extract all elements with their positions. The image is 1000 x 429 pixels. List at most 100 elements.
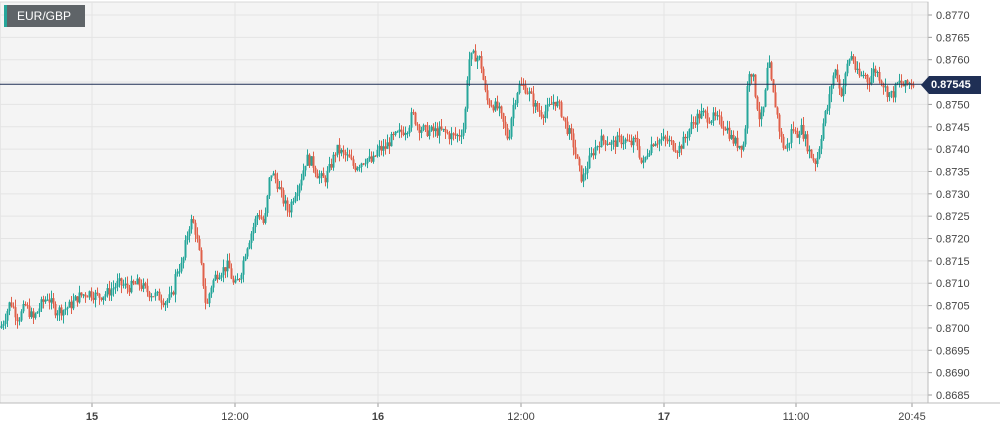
candle-body: [528, 91, 531, 94]
candle-body: [44, 299, 47, 302]
candle-body: [680, 145, 683, 149]
candle-body: [900, 80, 903, 85]
x-tick-label: 20:45: [898, 411, 926, 423]
candle-body: [476, 57, 479, 62]
candle-body: [0, 325, 3, 328]
candle-body: [40, 299, 43, 309]
candle-body: [718, 115, 721, 117]
candle-body: [748, 74, 751, 87]
candle-body: [248, 242, 251, 249]
candle-body: [842, 86, 845, 97]
candle-body: [824, 111, 827, 124]
candle-body: [624, 139, 627, 143]
candle-body: [642, 160, 645, 163]
candle-body: [360, 163, 363, 167]
candle-body: [2, 324, 5, 326]
candle-body: [768, 62, 771, 68]
candle-body: [254, 218, 257, 228]
candle-body: [792, 129, 795, 131]
candle-body: [658, 140, 661, 144]
candle-body: [886, 86, 889, 98]
candle-body: [426, 125, 429, 137]
candle-body: [508, 136, 511, 139]
candle-body: [696, 113, 699, 125]
candle-body: [108, 288, 111, 296]
candle-body: [216, 274, 219, 280]
y-tick-label: 0.8760: [936, 55, 970, 67]
candle-body: [486, 90, 489, 101]
candle-body: [866, 75, 869, 83]
candle-body: [122, 284, 125, 286]
candle-body: [888, 92, 891, 98]
candle-body: [302, 170, 305, 180]
x-tick-label: 12:00: [221, 411, 249, 423]
candle-body: [348, 154, 351, 158]
candle-body: [118, 278, 121, 281]
candle-body: [246, 248, 249, 257]
candle-body: [878, 72, 881, 81]
candle-body: [230, 268, 233, 279]
candle-body: [524, 85, 527, 94]
candle-body: [104, 294, 107, 297]
candle-body: [350, 157, 353, 160]
candle-body: [396, 131, 399, 133]
candle-body: [502, 113, 505, 122]
candle-body: [468, 59, 471, 81]
candle-body: [38, 308, 41, 312]
candle-body: [628, 140, 631, 142]
candle-body: [798, 134, 801, 138]
candle-body: [726, 127, 729, 131]
candle-body: [876, 72, 879, 74]
candle-body: [420, 130, 423, 133]
candle-body: [646, 155, 649, 158]
candle-body: [330, 164, 333, 168]
candle-body: [62, 310, 65, 316]
candle-body: [630, 140, 633, 146]
candle-body: [638, 146, 641, 158]
y-tick-label: 0.8710: [936, 278, 970, 290]
candle-body: [656, 143, 659, 145]
candle-body: [98, 293, 101, 298]
candle-body: [226, 260, 229, 272]
candle-body: [618, 135, 621, 137]
candle-body: [880, 80, 883, 84]
candle-body: [184, 240, 187, 258]
candle-body: [530, 91, 533, 94]
candle-body: [478, 56, 481, 58]
candles-group: [0, 44, 915, 330]
candle-body: [622, 142, 625, 145]
candle-body: [172, 292, 175, 295]
candle-body: [522, 84, 525, 86]
candle-body: [292, 201, 295, 203]
candle-body: [198, 239, 201, 251]
candle-body: [570, 128, 573, 134]
candle-body: [536, 103, 539, 111]
candle-body: [506, 128, 509, 139]
candle-body: [826, 108, 829, 112]
candle-body: [256, 215, 259, 219]
candle-body: [268, 177, 271, 196]
candle-body: [746, 86, 749, 129]
candle-body: [228, 260, 231, 269]
candle-body: [854, 61, 857, 70]
candle-body: [736, 137, 739, 148]
candle-body: [236, 278, 239, 281]
candle-body: [238, 278, 241, 280]
candle-body: [326, 170, 329, 183]
candle-body: [124, 283, 127, 285]
candle-body: [262, 218, 265, 223]
candle-body: [296, 192, 299, 197]
candle-body: [558, 101, 561, 103]
candle-body: [734, 137, 737, 144]
candle-body: [374, 155, 377, 157]
symbol-label[interactable]: EUR/GBP: [4, 5, 85, 27]
candle-body: [590, 153, 593, 156]
candle-body: [674, 150, 677, 152]
candle-body: [188, 229, 191, 236]
candle-body: [662, 136, 665, 140]
candle-body: [466, 80, 469, 109]
candle-body: [454, 133, 457, 136]
y-tick-label: 0.8695: [936, 345, 970, 357]
candle-body: [356, 167, 359, 171]
